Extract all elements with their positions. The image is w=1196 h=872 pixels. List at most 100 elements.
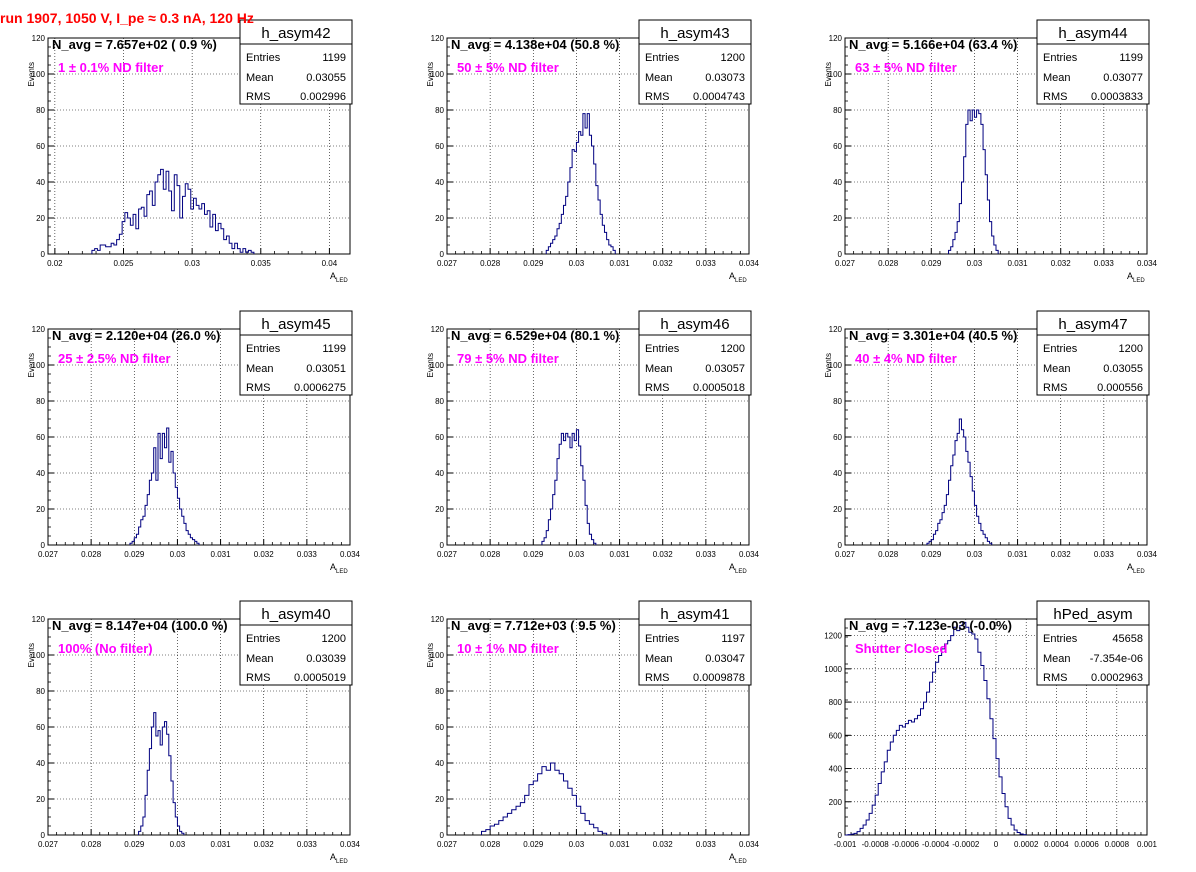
filter-label: 63 ± 5% ND filter	[855, 60, 957, 75]
n-avg-label: N_avg = 4.138e+04 (50.8 %)	[451, 37, 619, 52]
x-tick-label: 0.032	[653, 840, 674, 849]
histogram-bar	[525, 795, 529, 835]
y-axis-label: Events	[824, 62, 833, 86]
stat-mean-label: Mean	[1043, 72, 1071, 84]
y-tick-label: 1000	[824, 665, 842, 674]
x-tick-label: 0.032	[653, 259, 674, 268]
histogram-bar	[486, 830, 490, 835]
y-tick-label: 1200	[824, 632, 842, 641]
histogram-bar	[572, 433, 574, 545]
x-tick-label: 0.03	[967, 259, 983, 268]
stat-mean-label: Mean	[645, 653, 673, 665]
n-avg-label: N_avg = 2.120e+04 (26.0 %)	[52, 328, 220, 343]
stat-entries-value: 1200	[721, 52, 745, 64]
x-tick-label: 0.02	[47, 259, 63, 268]
histogram-bins	[482, 763, 607, 835]
y-tick-label: 40	[36, 759, 45, 768]
x-tick-label: 0.027	[437, 550, 458, 559]
stats-box	[1036, 310, 1150, 396]
histogram-bar	[978, 652, 981, 835]
histogram-bar	[979, 114, 981, 254]
y-tick-label: 60	[36, 433, 45, 442]
histogram-line	[541, 429, 597, 545]
histogram-name: h_asym46	[660, 316, 729, 333]
histogram-bar	[960, 626, 963, 835]
y-tick-label: 800	[829, 698, 843, 707]
stat-entries-label: Entries	[1043, 52, 1078, 64]
stat-mean-value: 0.03057	[705, 363, 745, 375]
histogram-bar	[905, 724, 908, 835]
y-tick-label: 40	[36, 469, 45, 478]
filter-label: 100% (No filter)	[58, 641, 153, 656]
x-tick-label: 0.029	[523, 259, 544, 268]
y-axis-label: Events	[27, 353, 36, 377]
histogram-bar	[169, 462, 171, 545]
histogram-bar	[566, 433, 568, 545]
y-tick-label: 60	[833, 142, 842, 151]
stats-box	[1036, 19, 1150, 105]
histogram-bar	[576, 142, 578, 254]
stat-entries-label: Entries	[246, 52, 281, 64]
histogram-bar	[164, 722, 166, 835]
stat-entries-value: 1197	[721, 633, 745, 645]
x-tick-label: 0.028	[878, 550, 899, 559]
histogram-bar	[955, 441, 957, 545]
y-tick-label: 600	[829, 731, 843, 740]
stat-rms-value: 0.0009878	[693, 672, 745, 684]
histogram-bar	[143, 516, 145, 545]
x-tick-label: 0.029	[523, 550, 544, 559]
histogram-bar	[160, 745, 162, 835]
y-tick-label: 60	[36, 723, 45, 732]
histogram-bar	[559, 444, 561, 545]
y-tick-label: 60	[435, 723, 444, 732]
histogram-bar	[598, 831, 602, 835]
stat-mean-value: 0.03047	[705, 653, 745, 665]
histogram-bar	[966, 451, 968, 545]
x-tick-label: 0.027	[38, 550, 59, 559]
x-tick-label: 0.029	[124, 550, 145, 559]
x-tick-label: 0.0008	[1105, 840, 1130, 849]
histogram-bar	[568, 788, 572, 835]
histogram-bar	[961, 430, 963, 545]
stat-mean-value: 0.03055	[1103, 363, 1143, 375]
y-tick-label: 120	[431, 34, 445, 43]
x-tick-label: 0.027	[38, 840, 59, 849]
x-tick-label: 0.033	[696, 259, 717, 268]
x-axis-label: ALED	[1127, 562, 1145, 575]
stat-entries-value: 1200	[1119, 343, 1143, 355]
histogram-bar	[563, 441, 565, 545]
y-axis-label: Events	[426, 62, 435, 86]
y-tick-label: 40	[833, 469, 842, 478]
stat-rms-label: RMS	[645, 382, 669, 394]
histogram-bar	[594, 828, 598, 835]
histogram-line	[948, 109, 999, 254]
histogram-bar	[204, 214, 207, 254]
n-avg-label: N_avg = 7.657e+02 ( 0.9 %)	[52, 37, 217, 52]
histogram-bar	[533, 781, 537, 835]
histogram-name: h_asym40	[261, 606, 330, 623]
histogram-bar	[585, 128, 587, 254]
x-tick-label: 0.028	[81, 550, 102, 559]
y-tick-label: 100	[32, 361, 46, 370]
stat-entries-label: Entries	[1043, 633, 1078, 645]
stats-box	[1036, 600, 1150, 686]
histogram-bar	[921, 709, 924, 835]
histogram-bar	[974, 117, 976, 254]
y-tick-label: 200	[829, 798, 843, 807]
histogram-bar	[156, 480, 158, 545]
x-tick-label: -0.0008	[862, 840, 890, 849]
x-tick-label: 0.03	[569, 259, 585, 268]
y-tick-label: 20	[833, 214, 842, 223]
histogram-bar	[887, 750, 890, 835]
x-tick-label: -0.001	[834, 840, 857, 849]
histogram-bar	[574, 151, 576, 254]
panel-h_asym47: 0 20 40 60 80 100 120 0.027 0.028 0.029 0.03 0.031 0…	[824, 310, 1158, 575]
x-tick-label: 0.028	[878, 259, 899, 268]
x-axis-label: ALED	[330, 562, 348, 575]
histogram-bar	[156, 736, 158, 835]
x-tick-label: 0.03	[569, 840, 585, 849]
y-tick-label: 60	[833, 433, 842, 442]
histogram-bar	[890, 742, 893, 835]
n-avg-label: N_avg = 6.529e+04 (80.1 %)	[451, 328, 619, 343]
histogram-bar	[160, 459, 162, 545]
